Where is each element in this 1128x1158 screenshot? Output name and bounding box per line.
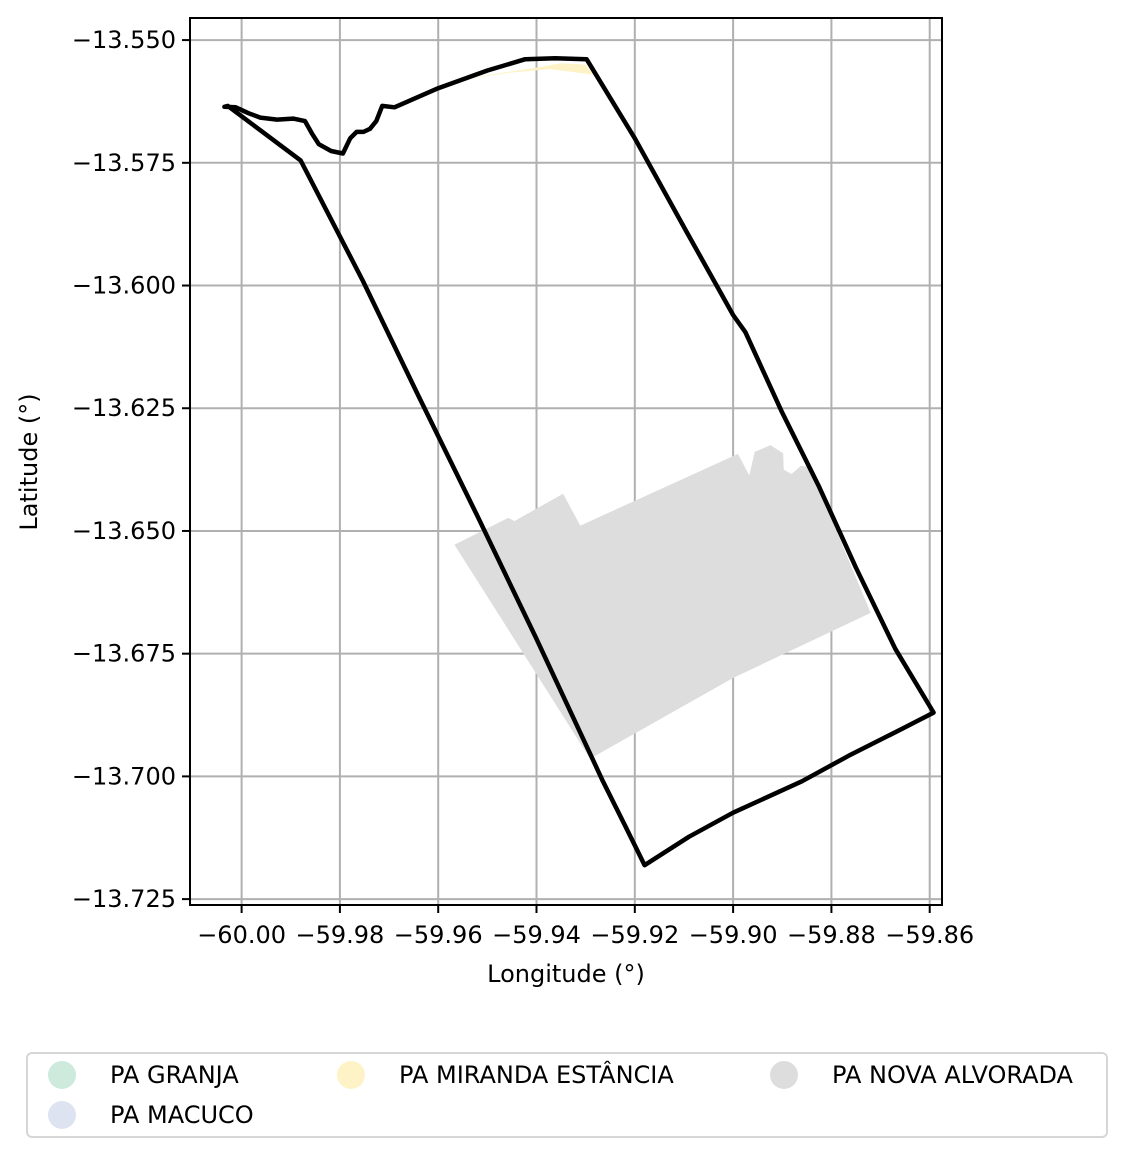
area-pa-miranda-estancia — [460, 63, 594, 80]
y-tick-label: −13.600 — [72, 272, 176, 300]
legend-marker-icon — [48, 1101, 76, 1129]
area-pa-nova-alvorada — [454, 445, 871, 759]
y-tick-label: −13.700 — [72, 762, 176, 790]
y-tick-label: −13.575 — [72, 149, 176, 177]
x-tick-label: −59.94 — [492, 921, 581, 949]
y-axis-ticks: −13.550 −13.575 −13.600 −13.625 −13.650 −13.6… — [72, 26, 190, 913]
legend-item-pa-nova-alvorada: PA NOVA ALVORADA — [770, 1060, 1073, 1090]
x-axis-ticks: −60.00 −59.98 −59.96 −59.94 −59.92 −59.90 −59.… — [197, 905, 974, 949]
x-tick-label: −59.92 — [590, 921, 679, 949]
legend: PA GRANJA PA MACUCO PA MIRANDA ESTÂNCIA … — [26, 1052, 1108, 1138]
legend-marker-icon — [770, 1061, 798, 1089]
legend-item-pa-granja: PA GRANJA — [48, 1060, 239, 1090]
x-tick-label: −60.00 — [197, 921, 286, 949]
x-tick-label: −59.96 — [394, 921, 483, 949]
x-tick-label: −59.86 — [885, 921, 974, 949]
legend-item-pa-miranda-estancia: PA MIRANDA ESTÂNCIA — [337, 1060, 674, 1090]
legend-marker-icon — [48, 1061, 76, 1089]
x-tick-label: −59.88 — [787, 921, 876, 949]
y-tick-label: −13.650 — [72, 517, 176, 545]
boundary-outline — [222, 56, 936, 868]
legend-marker-icon — [337, 1061, 365, 1089]
y-tick-label: −13.675 — [72, 640, 176, 668]
legend-item-pa-macuco: PA MACUCO — [48, 1100, 254, 1130]
y-axis-label: Latitude (°) — [15, 393, 43, 530]
legend-label: PA GRANJA — [110, 1061, 239, 1089]
legend-label: PA NOVA ALVORADA — [832, 1061, 1073, 1089]
y-tick-label: −13.725 — [72, 885, 176, 913]
legend-label: PA MIRANDA ESTÂNCIA — [399, 1061, 674, 1089]
y-tick-label: −13.550 — [72, 26, 176, 54]
y-tick-label: −13.625 — [72, 394, 176, 422]
plot-frame — [189, 17, 943, 906]
settlement-areas — [454, 63, 871, 759]
legend-label: PA MACUCO — [110, 1101, 254, 1129]
x-axis-label: Longitude (°) — [487, 960, 645, 988]
x-tick-label: −59.90 — [689, 921, 778, 949]
boundary-outline-layer — [222, 56, 936, 868]
grid-lines — [190, 18, 942, 905]
x-tick-label: −59.98 — [295, 921, 384, 949]
map-figure: −60.00 −59.98 −59.96 −59.94 −59.92 −59.90 −59.… — [15, 17, 974, 988]
